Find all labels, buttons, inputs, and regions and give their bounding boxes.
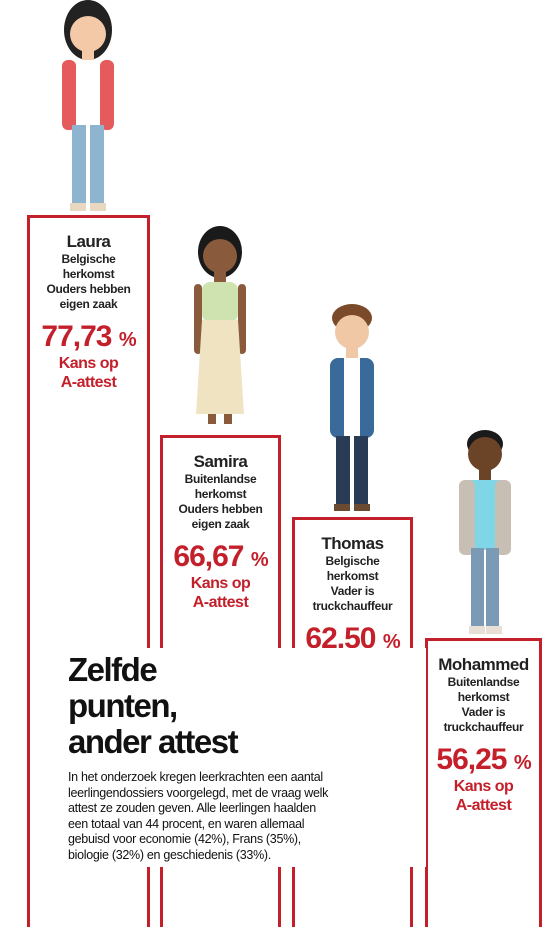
body-line: gebuisd voor economie (42%), Frans (35%)… xyxy=(68,832,420,848)
person-detail: herkomst xyxy=(295,569,410,584)
outcome: Kans op xyxy=(163,574,278,593)
person-detail: Ouders hebben xyxy=(163,502,278,517)
percent-value: 56,25 xyxy=(436,743,506,776)
percentage: 66,67 % xyxy=(163,540,278,574)
title-line: Zelfde xyxy=(68,652,420,688)
person-detail: Belgische xyxy=(295,554,410,569)
title-line: punten, xyxy=(68,688,420,724)
person-detail: herkomst xyxy=(428,690,539,705)
body-line: biologie (32%) en geschiedenis (33%). xyxy=(68,848,420,864)
outcome: Kans op xyxy=(30,354,147,373)
person-detail: truckchauffeur xyxy=(428,720,539,735)
outcome: A-attest xyxy=(428,796,539,815)
percent-value: 66,67 xyxy=(173,540,243,573)
percentage: 77,73 % xyxy=(30,320,147,354)
person-detail: Belgische xyxy=(30,252,147,267)
person-detail: eigen zaak xyxy=(163,517,278,532)
body-line: een totaal van 44 procent, en waren alle… xyxy=(68,817,420,833)
infographic: LauraBelgischeherkomstOuders hebbeneigen… xyxy=(0,0,542,927)
percent-unit: % xyxy=(119,329,136,351)
body-line: In het onderzoek kregen leerkrachten een… xyxy=(68,770,420,786)
percent-unit: % xyxy=(514,752,531,774)
article-body: In het onderzoek kregen leerkrachten een… xyxy=(68,770,420,863)
percent-value: 77,73 xyxy=(41,320,111,353)
person-detail: Buitenlandse xyxy=(428,675,539,690)
figure-samira xyxy=(194,226,246,424)
title-line: ander attest xyxy=(68,724,420,760)
person-name: Laura xyxy=(30,232,147,252)
figure-laura xyxy=(62,0,114,211)
person-detail: herkomst xyxy=(163,487,278,502)
body-line: attest ze zouden geven. Alle leerlingen … xyxy=(68,801,420,817)
person-detail: Ouders hebben xyxy=(30,282,147,297)
person-name: Mohammed xyxy=(428,655,539,675)
figure-mohammed xyxy=(459,430,511,634)
person-detail: herkomst xyxy=(30,267,147,282)
percentage: 56,25 % xyxy=(428,743,539,777)
body-line: leerlingendossiers voorgelegd, met de vr… xyxy=(68,786,420,802)
person-name: Samira xyxy=(163,452,278,472)
person-detail: Buitenlandse xyxy=(163,472,278,487)
outcome: A-attest xyxy=(163,593,278,612)
person-detail: truckchauffeur xyxy=(295,599,410,614)
person-detail: Vader is xyxy=(295,584,410,599)
figure-thomas xyxy=(330,304,374,511)
outcome: Kans op xyxy=(428,777,539,796)
person-detail: eigen zaak xyxy=(30,297,147,312)
person-name: Thomas xyxy=(295,534,410,554)
outcome: A-attest xyxy=(30,373,147,392)
person-detail: Vader is xyxy=(428,705,539,720)
percent-unit: % xyxy=(251,549,268,571)
